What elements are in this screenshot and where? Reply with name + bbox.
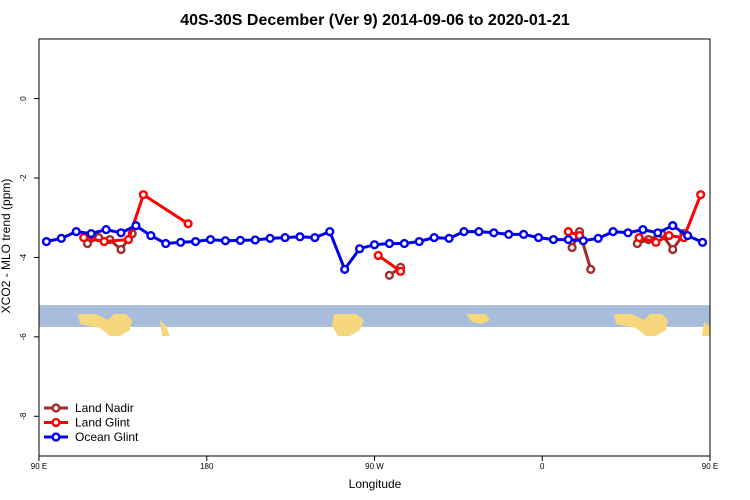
data-point-ocean-glint [325, 227, 335, 237]
data-point-ocean-glint [399, 238, 409, 249]
plot-area [41, 190, 708, 280]
data-point-land-glint [373, 250, 383, 261]
data-point-ocean-glint [56, 233, 66, 243]
map-land-shape [614, 314, 668, 336]
x-tick-label: 90 W [365, 462, 384, 471]
data-point-ocean-glint [369, 240, 380, 250]
data-point-land-glint [138, 190, 148, 200]
data-point-ocean-glint [176, 237, 186, 247]
data-point-ocean-glint [146, 230, 156, 241]
data-point-land-glint [79, 232, 89, 243]
map-land-shape [702, 322, 710, 336]
y-tick-label: -4 [19, 253, 28, 261]
data-point-ocean-glint [593, 233, 603, 243]
legend-label-ocean-glint: Ocean Glint [75, 430, 139, 444]
legend-marker-land-glint [51, 417, 61, 428]
y-tick-label: -6 [19, 333, 28, 341]
data-point-ocean-glint [280, 232, 290, 243]
y-tick-label: -2 [19, 174, 28, 182]
data-point-land-nadir [384, 270, 395, 280]
map-strip [39, 305, 710, 336]
data-point-ocean-glint [220, 236, 230, 246]
data-point-ocean-glint [474, 227, 484, 237]
data-point-land-nadir [116, 244, 126, 255]
data-point-ocean-glint [668, 221, 678, 231]
y-tick-label: -8 [19, 412, 28, 420]
data-point-ocean-glint [697, 237, 708, 247]
data-point-ocean-glint [578, 236, 588, 246]
data-point-ocean-glint [131, 221, 141, 231]
data-point-ocean-glint [519, 229, 529, 239]
data-point-ocean-glint [653, 228, 663, 238]
data-point-ocean-glint [459, 227, 469, 237]
data-point-land-nadir [586, 264, 596, 274]
chart-title: 40S-30S December (Ver 9) 2014-09-06 to 2… [180, 12, 570, 29]
data-point-land-glint [634, 232, 644, 243]
series-land-glint [79, 190, 706, 276]
axes: 90 E 180 90 W 0 90 E 0 -2 -4 -6 -8 [19, 38, 718, 471]
legend-label-land-nadir: Land Nadir [75, 401, 134, 415]
series-ocean-glint [41, 221, 708, 274]
x-axis-label: Longitude [349, 477, 402, 491]
data-point-ocean-glint [429, 232, 439, 243]
data-point-land-glint [696, 190, 706, 200]
data-point-land-glint [651, 237, 661, 247]
map-land-shape [466, 314, 490, 324]
data-point-ocean-glint [86, 229, 96, 239]
data-point-ocean-glint [683, 230, 693, 241]
map-ocean-band [39, 305, 710, 327]
data-point-ocean-glint [638, 225, 648, 235]
data-point-ocean-glint [354, 244, 365, 254]
data-point-ocean-glint [101, 225, 111, 235]
data-point-ocean-glint [250, 235, 260, 245]
data-point-ocean-glint [190, 236, 201, 247]
data-point-ocean-glint [116, 228, 126, 238]
data-point-land-nadir [668, 244, 678, 255]
data-point-land-glint [183, 219, 193, 229]
data-point-ocean-glint [265, 233, 275, 243]
legend-marker-land-nadir [51, 403, 61, 413]
data-point-ocean-glint [384, 238, 395, 249]
data-point-ocean-glint [41, 236, 52, 247]
data-point-ocean-glint [295, 232, 305, 242]
data-point-land-nadir [567, 242, 577, 253]
data-point-ocean-glint [563, 234, 573, 245]
data-point-ocean-glint [504, 229, 514, 239]
data-point-ocean-glint [71, 227, 81, 237]
map-land-shape [160, 320, 170, 336]
data-point-ocean-glint [161, 238, 171, 249]
x-tick-label: 180 [200, 462, 214, 471]
data-point-land-glint [395, 266, 406, 276]
data-point-ocean-glint [205, 234, 216, 245]
x-tick-label: 90 E [31, 462, 47, 471]
data-point-ocean-glint [623, 228, 633, 238]
map-land-shape [332, 314, 364, 336]
x-tick-label: 0 [540, 462, 545, 471]
map-land-shape [78, 314, 132, 336]
y-tick-label: 0 [19, 96, 28, 101]
data-point-ocean-glint [548, 234, 559, 245]
legend-label-land-glint: Land Glint [75, 416, 130, 430]
data-point-ocean-glint [414, 236, 424, 247]
data-point-land-glint [99, 236, 109, 247]
data-point-ocean-glint [608, 227, 618, 237]
data-point-ocean-glint [310, 232, 320, 243]
x-tick-label: 90 E [702, 462, 718, 471]
data-point-land-glint [664, 230, 674, 241]
y-axis-label: XCO2 - MLO trend (ppm) [0, 179, 13, 314]
data-point-ocean-glint [340, 264, 350, 274]
data-point-ocean-glint [533, 232, 544, 243]
data-point-ocean-glint [489, 228, 499, 238]
data-point-ocean-glint [235, 235, 245, 245]
data-point-land-glint [123, 234, 134, 245]
legend-marker-ocean-glint [51, 432, 61, 442]
data-point-land-glint [563, 227, 573, 237]
data-point-ocean-glint [444, 233, 454, 243]
